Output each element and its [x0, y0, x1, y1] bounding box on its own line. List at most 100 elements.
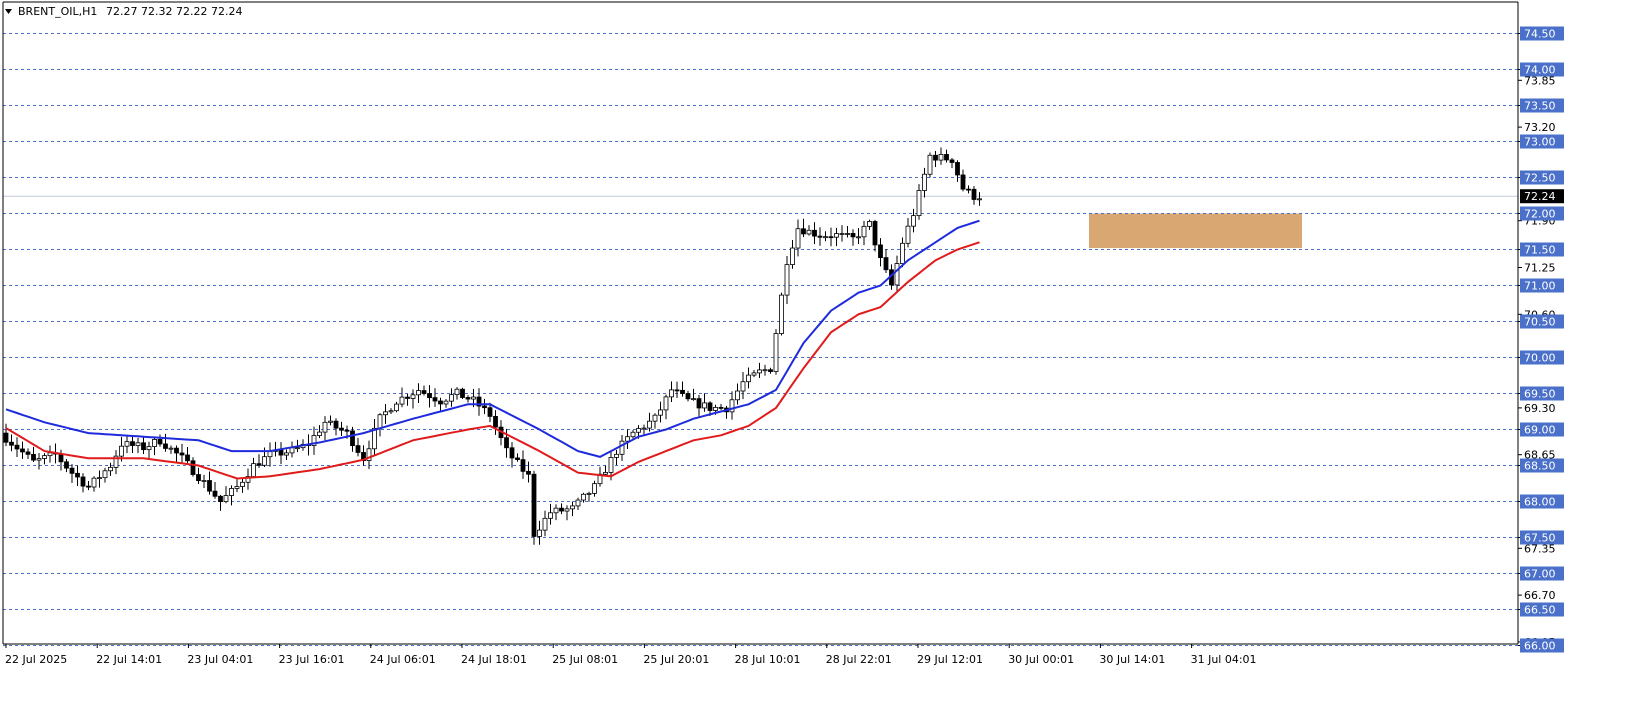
- candle-body-up: [581, 493, 586, 501]
- candle-body-up: [636, 428, 641, 433]
- candle-body-down: [971, 188, 977, 200]
- candle: [130, 435, 135, 453]
- candle: [559, 503, 564, 515]
- candle: [69, 464, 75, 483]
- candle: [284, 449, 289, 461]
- candle: [256, 454, 262, 468]
- candle-body-down: [196, 474, 201, 482]
- candle: [482, 398, 487, 415]
- candle-body-down: [163, 443, 168, 449]
- y-tick-label: 71.00: [1524, 280, 1556, 293]
- candle: [443, 399, 449, 408]
- candle-body-up: [823, 236, 828, 239]
- candle: [828, 227, 834, 247]
- candle-body-up: [861, 225, 867, 238]
- candle: [850, 229, 856, 246]
- y-tick-label-bg: [1520, 530, 1564, 545]
- candle: [674, 381, 680, 399]
- candle-body-up: [234, 486, 240, 489]
- candle-body-up: [790, 247, 795, 266]
- candle-body-down: [421, 390, 427, 394]
- candle-body-up: [922, 173, 927, 191]
- candle: [141, 436, 146, 455]
- ma-line-blue: [5, 219, 980, 458]
- candle: [977, 192, 982, 206]
- candle-body-down: [350, 430, 355, 446]
- candle-body-up: [806, 229, 812, 235]
- axis-layer: 74.5074.0073.8573.5073.2073.0072.5071.90…: [2, 1, 1564, 666]
- candle-body-down: [707, 402, 713, 411]
- candle: [388, 408, 394, 414]
- candle-body-up: [152, 439, 157, 447]
- candle-body-up: [751, 372, 757, 376]
- candle: [174, 445, 179, 463]
- candle-body-down: [465, 397, 471, 400]
- candle: [592, 480, 597, 497]
- current-price-tag: 72.24: [1524, 190, 1556, 203]
- candle: [817, 227, 823, 246]
- candle: [795, 219, 801, 257]
- y-tick-label: 68.65: [1524, 449, 1556, 462]
- y-tick-label: 67.35: [1524, 542, 1556, 555]
- y-tick-label: 74.50: [1524, 28, 1556, 41]
- y-tick-label-bg: [1520, 170, 1564, 185]
- candle-body-down: [493, 416, 498, 428]
- candle: [3, 423, 9, 447]
- candle-body-down: [405, 396, 410, 399]
- candle-body-down: [179, 452, 185, 456]
- candle-body-up: [317, 431, 322, 436]
- y-tick-label: 66.00: [1524, 640, 1556, 653]
- candle: [317, 425, 322, 439]
- candle: [878, 238, 883, 267]
- candle: [685, 390, 691, 402]
- candle: [883, 249, 889, 273]
- candle: [779, 292, 784, 336]
- candle-body-up: [311, 435, 317, 446]
- candle: [366, 440, 372, 470]
- candle: [856, 228, 861, 244]
- candle-body-up: [416, 390, 421, 396]
- candle-body-down: [559, 507, 564, 512]
- x-tick-label: 25 Jul 20:01: [643, 653, 709, 666]
- y-tick-label: 68.50: [1524, 460, 1556, 473]
- candle-body-down: [817, 235, 823, 238]
- candle-body-down: [58, 453, 64, 463]
- candle: [702, 393, 707, 412]
- candle: [955, 160, 960, 182]
- candle-body-down: [515, 457, 520, 460]
- candle-body-down: [75, 472, 80, 478]
- candle: [245, 468, 251, 490]
- candle-body-up: [262, 456, 267, 466]
- candle: [768, 367, 773, 374]
- candle: [350, 426, 355, 452]
- candle-body-up: [625, 436, 630, 442]
- candle-body-up: [916, 190, 922, 217]
- candle: [740, 371, 746, 400]
- candle: [553, 504, 559, 521]
- candle-body-down: [157, 439, 163, 445]
- candle: [537, 520, 542, 545]
- candle-body-up: [322, 421, 328, 433]
- candle-body-down: [850, 233, 856, 238]
- candle: [691, 388, 696, 401]
- y-tick-label: 73.00: [1524, 136, 1556, 149]
- candle: [564, 505, 570, 521]
- candle-body-up: [784, 264, 790, 296]
- candle: [113, 450, 119, 475]
- candle-body-up: [119, 445, 124, 457]
- candle-body-down: [828, 236, 834, 239]
- grid-layer: [3, 33, 1518, 646]
- candle: [960, 169, 966, 192]
- candle: [619, 434, 625, 461]
- candle: [531, 470, 537, 545]
- candle-body-down: [696, 398, 702, 409]
- candle-body-down: [31, 453, 36, 461]
- triangle-down-icon[interactable]: [5, 9, 12, 14]
- candle-body-down: [504, 437, 509, 449]
- candle-body-up: [267, 450, 273, 458]
- candle: [201, 474, 207, 488]
- candle-body-down: [960, 174, 966, 190]
- candle-body-up: [691, 398, 696, 401]
